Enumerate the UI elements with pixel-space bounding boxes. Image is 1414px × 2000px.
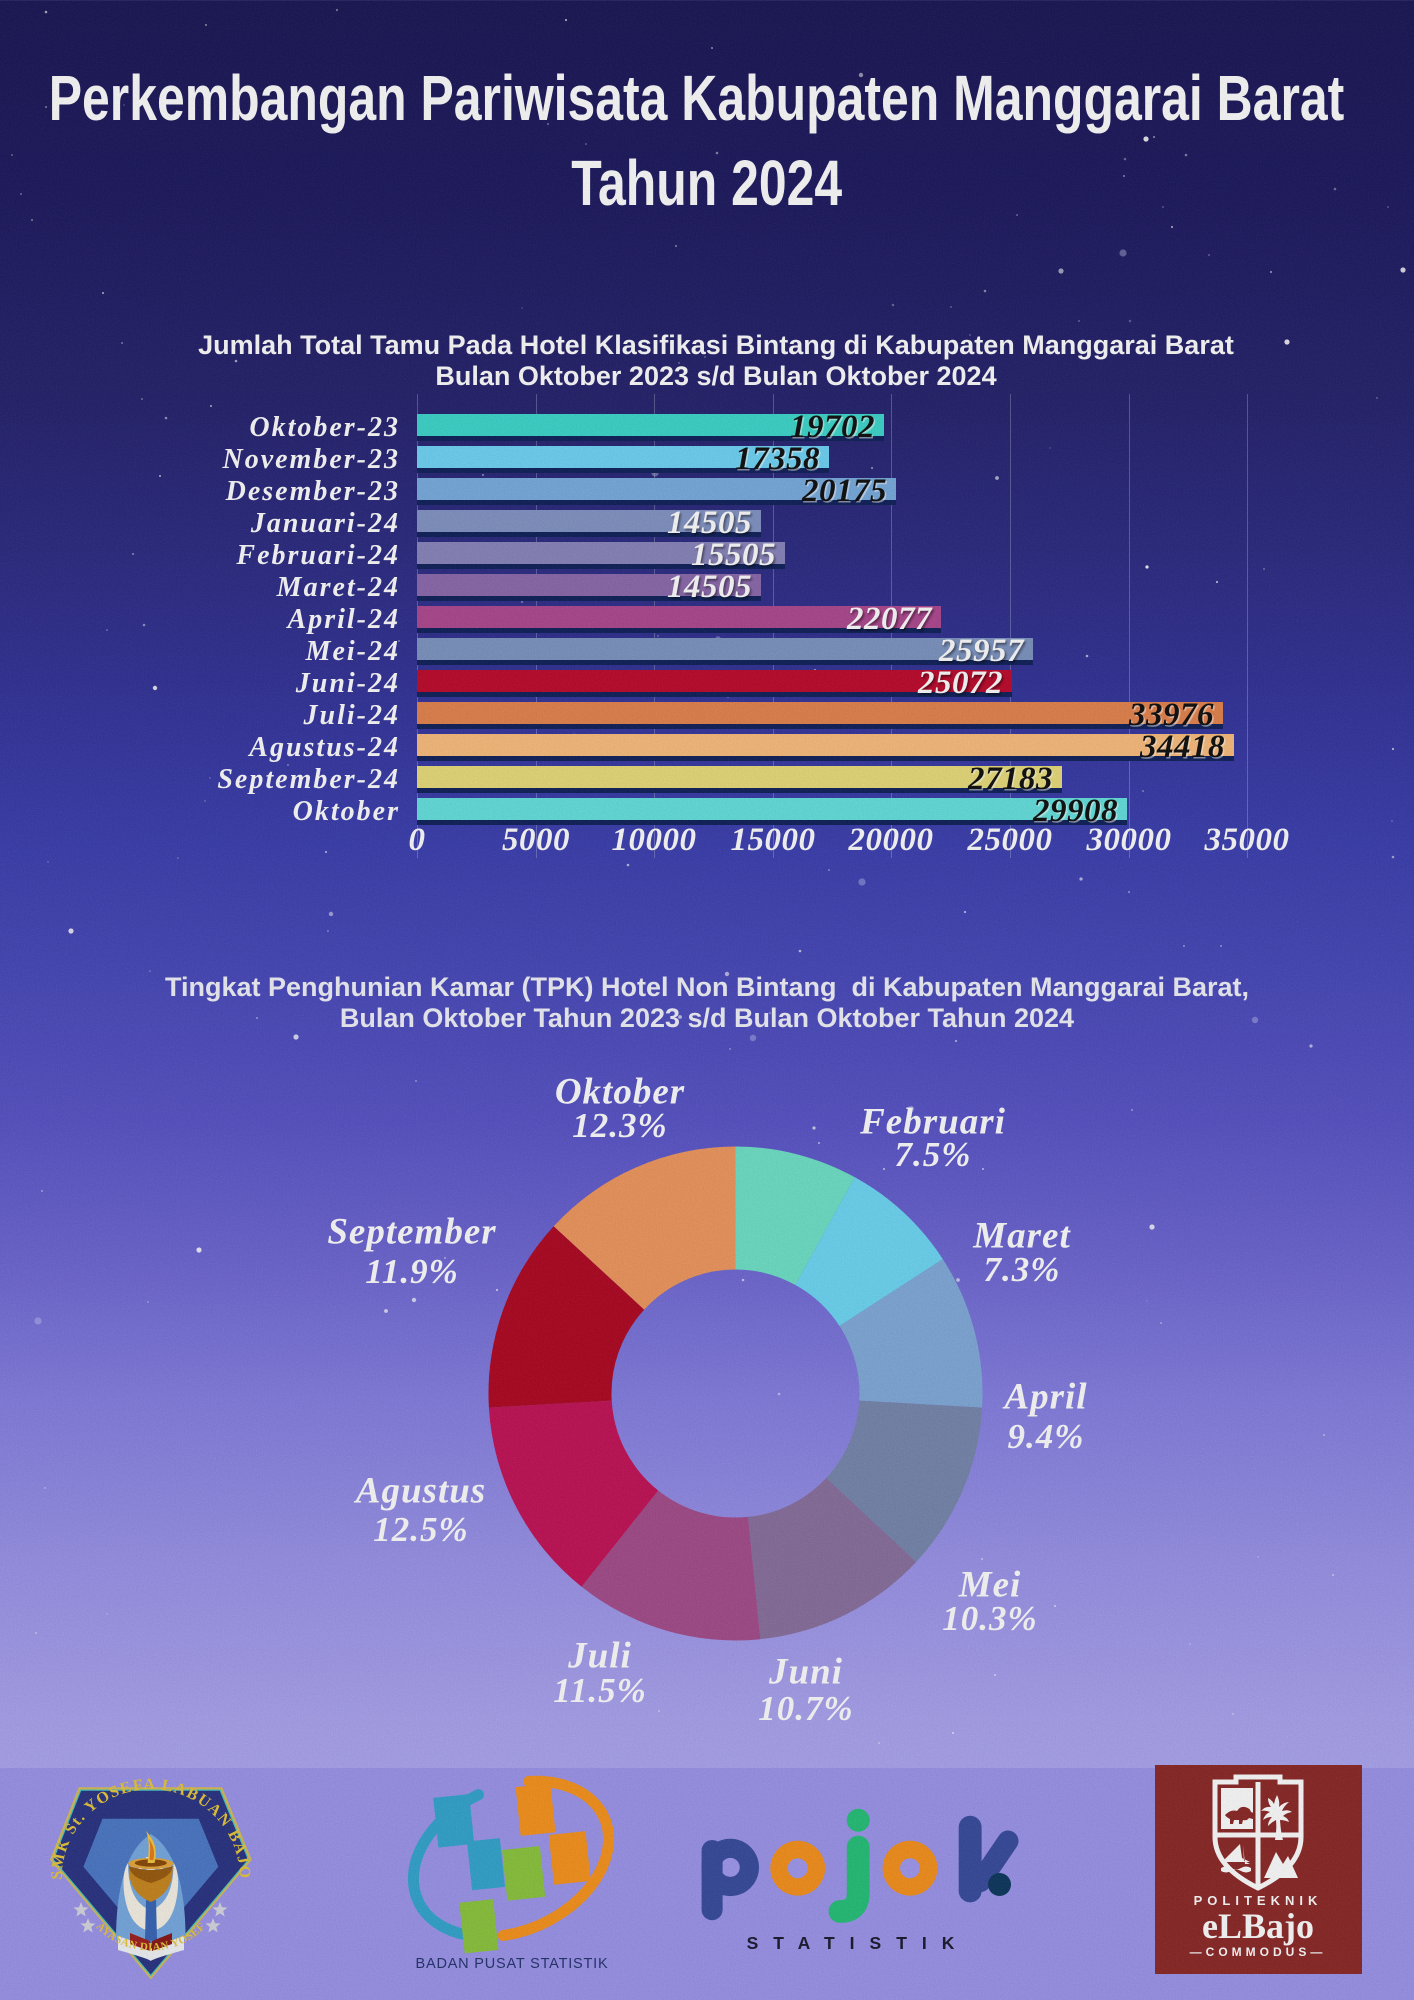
svg-text:eLBajo: eLBajo [1202, 1906, 1314, 1946]
svg-text:YAYASAN DIAN YOSEFA: YAYASAN DIAN YOSEFA [0, 0, 208, 1954]
svg-text:STATISTIK: STATISTIK [747, 1933, 970, 1953]
svg-text:BADAN PUSAT STATISTIK: BADAN PUSAT STATISTIK [416, 1956, 609, 1972]
svg-text:—COMMODUS—: —COMMODUS— [1190, 1945, 1327, 1959]
